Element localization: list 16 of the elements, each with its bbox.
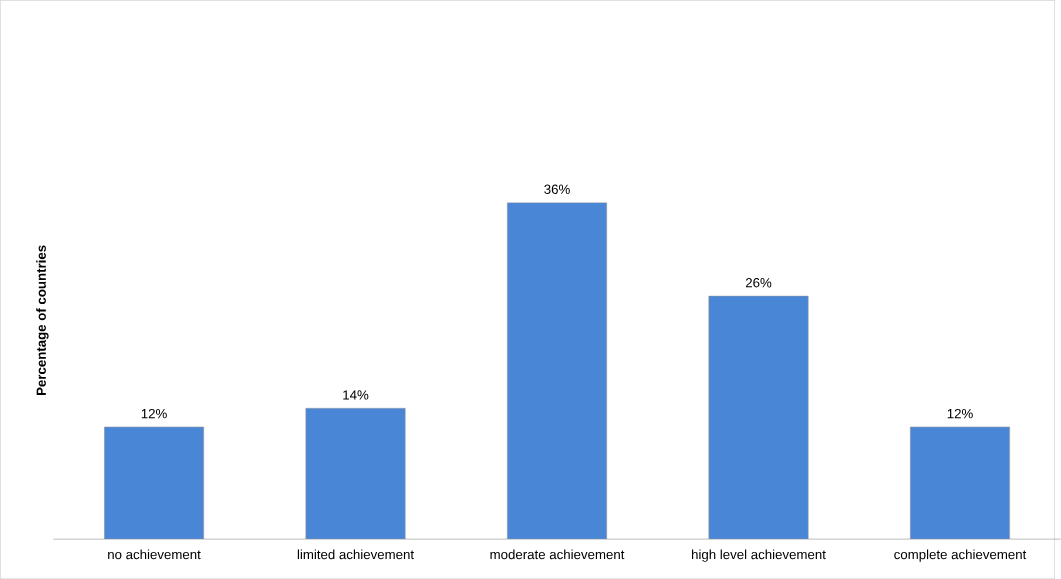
x-tick-label: no achievement: [108, 549, 201, 560]
data-label: 12%: [141, 408, 167, 419]
x-tick-label: high level achievement: [692, 549, 826, 562]
x-tick-label: limited achievement: [297, 549, 414, 560]
x-tick-label: complete achievement: [894, 549, 1027, 562]
bar: [708, 295, 809, 540]
data-label: 12%: [947, 408, 973, 419]
data-label: 14%: [343, 390, 369, 400]
bar: [104, 426, 205, 540]
x-tick-label: moderate achievement: [490, 549, 625, 560]
bar: [305, 407, 406, 540]
y-axis-title: Percentage of countries: [36, 245, 49, 395]
data-label: 26%: [745, 277, 772, 288]
bar: [507, 202, 607, 540]
bar: [910, 426, 1010, 540]
data-label: 36%: [544, 184, 570, 194]
